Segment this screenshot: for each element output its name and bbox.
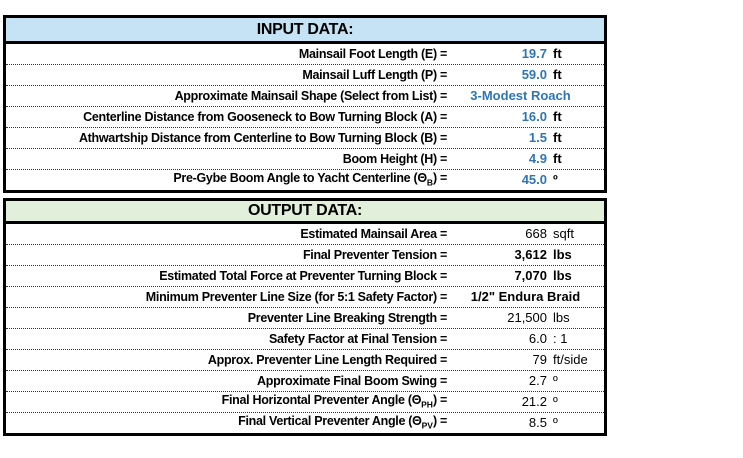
row-label-text: Athwartship Distance from Centerline to …	[78, 131, 447, 145]
vertical-angle-value: 8.5	[528, 415, 547, 430]
row-unit: : 1	[553, 331, 568, 346]
row-luff-length: Mainsail Luff Length (P) = 59.0 ft	[6, 65, 604, 86]
row-label-text: Estimated Total Force at Preventer Turni…	[159, 269, 447, 283]
row-breaking-strength: Preventer Line Breaking Strength = 21,50…	[6, 308, 604, 329]
row-label-text: Pre-Gybe Boom Angle to Yacht Centerline …	[173, 170, 427, 185]
row-label-subscript: B	[426, 177, 433, 188]
row-final-tension: Final Preventer Tension = 3,612 lbs	[6, 245, 604, 266]
row-unit: lbs	[553, 247, 572, 262]
row-label-text: Minimum Preventer Line Size (for 5:1 Saf…	[145, 290, 448, 304]
row-label-text-end: ) =	[432, 392, 447, 407]
row-boom-angle: Pre-Gybe Boom Angle to Yacht Centerline …	[6, 170, 604, 190]
row-label: Final Horizontal Preventer Angle (ΘPH) =	[6, 390, 448, 415]
luff-length-input-cell[interactable]: 59.0	[521, 67, 547, 82]
row-dist-centerline-bow: Athwartship Distance from Centerline to …	[6, 128, 604, 149]
row-unit: ft	[553, 151, 562, 166]
row-label: Final Preventer Tension =	[6, 245, 447, 265]
row-unit: º	[553, 172, 558, 187]
row-label-subscript: PV	[421, 420, 433, 431]
row-line-size: Minimum Preventer Line Size (for 5:1 Saf…	[6, 287, 604, 308]
sail-area-value: 668	[525, 226, 547, 241]
row-sail-shape: Approximate Mainsail Shape (Select from …	[6, 86, 604, 107]
row-unit: º	[553, 415, 558, 430]
row-sail-area: Estimated Mainsail Area = 668 sqft	[6, 224, 604, 245]
row-unit: ft	[553, 109, 562, 124]
row-unit: ft	[553, 130, 562, 145]
output-table-title: OUTPUT DATA:	[247, 202, 362, 219]
row-foot-length: Mainsail Foot Length (E) = 19.7 ft	[6, 44, 604, 65]
row-label: Preventer Line Breaking Strength =	[6, 308, 448, 328]
row-label-text-end: ) =	[432, 413, 447, 428]
row-label: Approximate Final Boom Swing =	[6, 371, 447, 391]
output-data-table: OUTPUT DATA: Estimated Mainsail Area = 6…	[3, 198, 607, 436]
row-label-text: Approx. Preventer Line Length Required =	[207, 353, 447, 367]
row-safety-factor: Safety Factor at Final Tension = 6.0 : 1	[6, 329, 604, 350]
row-label: Pre-Gybe Boom Angle to Yacht Centerline …	[6, 168, 447, 193]
input-table-header: INPUT DATA:	[6, 18, 604, 44]
row-boom-height: Boom Height (H) = 4.9 ft	[6, 149, 604, 170]
line-size-value: 1/2" Endura Braid	[470, 289, 581, 304]
boom-angle-input-cell[interactable]: 45.0	[521, 172, 547, 187]
row-label: Minimum Preventer Line Size (for 5:1 Saf…	[6, 287, 448, 307]
row-label: Estimated Total Force at Preventer Turni…	[6, 266, 447, 286]
row-label: Safety Factor at Final Tension =	[6, 329, 447, 349]
mainsail-shape-select[interactable]: 3-Modest Roach	[470, 88, 571, 103]
foot-length-input-cell[interactable]: 19.7	[521, 46, 547, 61]
input-data-table: INPUT DATA: Mainsail Foot Length (E) = 1…	[3, 15, 607, 193]
row-label: Final Vertical Preventer Angle (ΘPV) =	[6, 411, 447, 436]
row-label-text: Centerline Distance from Gooseneck to Bo…	[83, 110, 447, 124]
row-unit: sqft	[553, 226, 574, 241]
row-label-text-end: ) =	[432, 170, 447, 185]
row-dist-gooseneck-bow: Centerline Distance from Gooseneck to Bo…	[6, 107, 604, 128]
row-label-text: Approximate Final Boom Swing =	[257, 374, 447, 388]
row-horizontal-angle: Final Horizontal Preventer Angle (ΘPH) =…	[6, 392, 604, 413]
row-unit: ft	[553, 46, 562, 61]
row-label-text: Preventer Line Breaking Strength =	[247, 311, 448, 325]
row-boom-swing: Approximate Final Boom Swing = 2.7 º	[6, 371, 604, 392]
row-label: Mainsail Luff Length (P) =	[6, 65, 447, 85]
row-label-text: Final Horizontal Preventer Angle (Θ	[221, 392, 422, 407]
row-unit: ft	[553, 67, 562, 82]
boom-height-input-cell[interactable]: 4.9	[528, 151, 547, 166]
row-line-length: Approx. Preventer Line Length Required =…	[6, 350, 604, 371]
row-label: Approximate Mainsail Shape (Select from …	[6, 86, 448, 106]
row-unit: º	[553, 373, 558, 388]
row-label-text: Mainsail Luff Length (P) =	[302, 68, 447, 82]
row-label-subscript: PH	[421, 399, 433, 410]
row-label-text: Boom Height (H) =	[342, 152, 448, 166]
horizontal-angle-value: 21.2	[521, 394, 547, 409]
row-total-force: Estimated Total Force at Preventer Turni…	[6, 266, 604, 287]
row-label: Athwartship Distance from Centerline to …	[6, 128, 447, 148]
row-label: Boom Height (H) =	[6, 149, 448, 169]
row-vertical-angle: Final Vertical Preventer Angle (ΘPV) = 8…	[6, 413, 604, 433]
row-label-text: Safety Factor at Final Tension =	[268, 332, 447, 346]
row-label-text: Estimated Mainsail Area =	[300, 227, 447, 241]
row-label: Mainsail Foot Length (E) =	[6, 44, 447, 64]
row-unit: ft/side	[553, 352, 588, 367]
row-label: Approx. Preventer Line Length Required =	[6, 350, 447, 370]
row-label-text: Mainsail Foot Length (E) =	[298, 47, 447, 61]
athwartship-distance-input-cell[interactable]: 1.5	[528, 130, 547, 145]
centerline-distance-input-cell[interactable]: 16.0	[521, 109, 547, 124]
row-label: Estimated Mainsail Area =	[6, 224, 447, 244]
total-force-value: 7,070	[514, 268, 547, 283]
safety-factor-value: 6.0	[528, 331, 547, 346]
row-unit: lbs	[553, 310, 570, 325]
row-unit: lbs	[553, 268, 572, 283]
row-unit: º	[553, 394, 558, 409]
breaking-strength-value: 21,500	[507, 310, 547, 325]
line-length-value: 79	[532, 352, 547, 367]
row-label-text: Approximate Mainsail Shape (Select from …	[174, 89, 448, 103]
final-tension-value: 3,612	[514, 247, 547, 262]
row-label-text: Final Vertical Preventer Angle (Θ	[238, 413, 422, 428]
input-table-title: INPUT DATA:	[256, 20, 354, 38]
row-label: Centerline Distance from Gooseneck to Bo…	[6, 107, 447, 127]
output-table-header: OUTPUT DATA:	[6, 201, 604, 224]
boom-swing-value: 2.7	[528, 373, 547, 388]
row-label-text: Final Preventer Tension =	[302, 248, 447, 262]
